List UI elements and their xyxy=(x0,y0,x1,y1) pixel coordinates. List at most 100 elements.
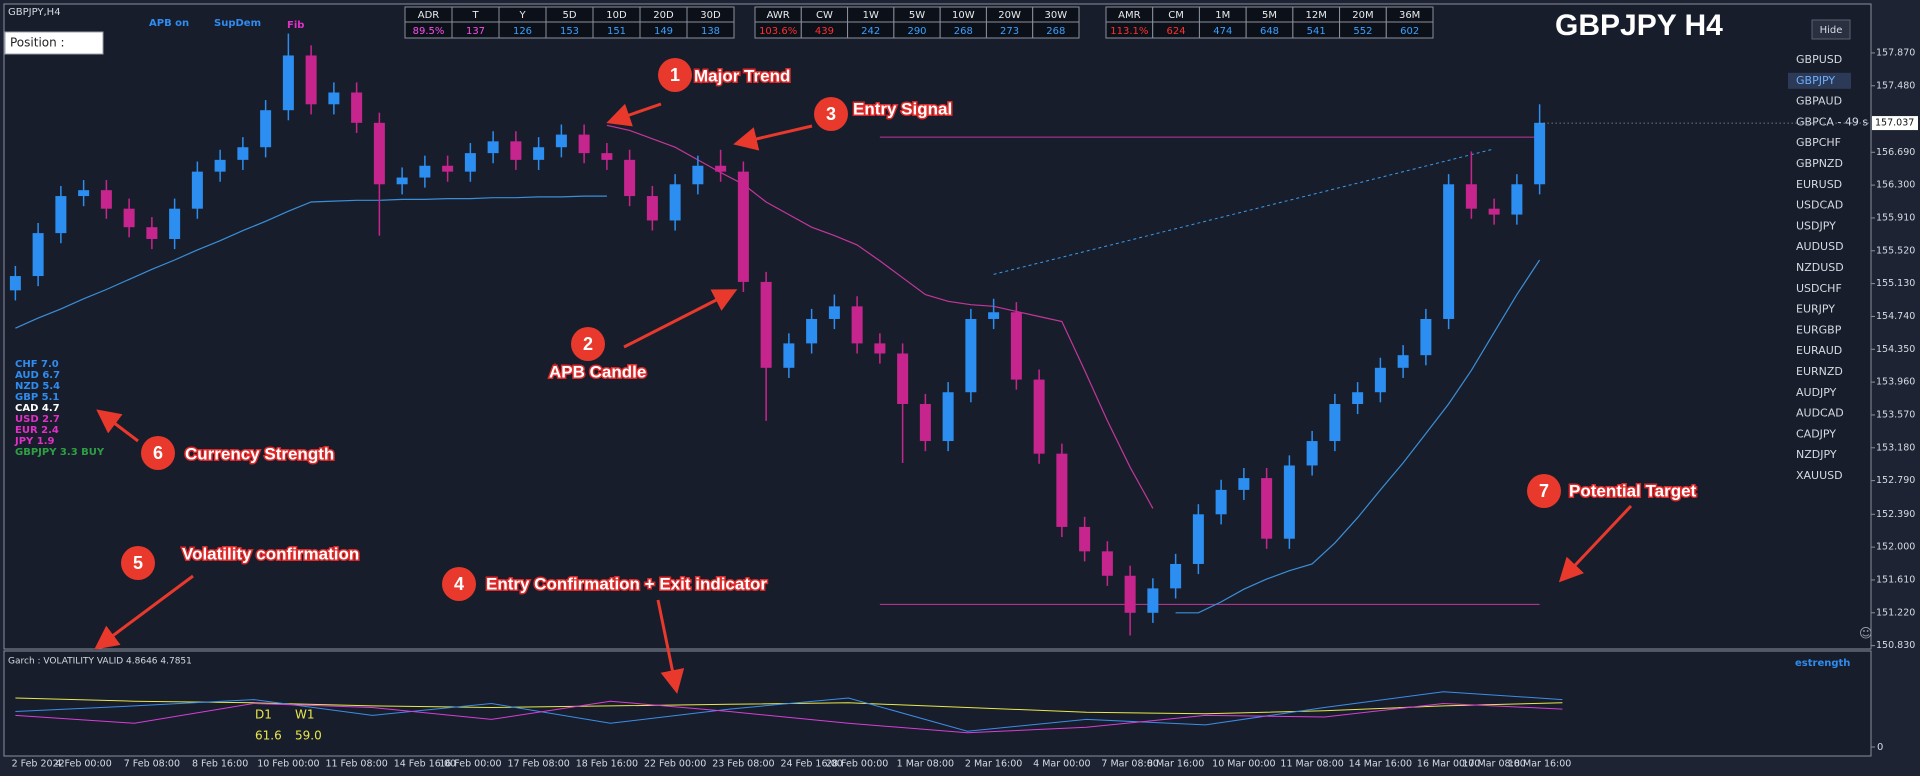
annotation-badge xyxy=(121,546,155,580)
annotation-text: Major Trend xyxy=(694,66,790,85)
x-tick-label: 11 Mar 08:00 xyxy=(1280,759,1343,770)
candle-body xyxy=(851,306,863,344)
symbol[interactable]: EURGBP xyxy=(1796,323,1842,336)
x-tick-label: 7 Mar 08:00 xyxy=(1101,759,1158,770)
table-value: 552 xyxy=(1353,26,1372,37)
table-header: CM xyxy=(1168,10,1184,21)
symbol[interactable]: NZDUSD xyxy=(1796,261,1844,274)
candle-body xyxy=(9,276,21,291)
candle-body xyxy=(1534,122,1546,185)
timeframe: D1 xyxy=(255,708,272,722)
symbol[interactable]: NZDJPY xyxy=(1796,448,1837,461)
candle-body xyxy=(942,392,954,442)
annotation-arrow xyxy=(606,102,662,127)
annotation-text: APB Candle xyxy=(549,362,646,381)
oscillator-label: Garch : VOLATILITY VALID 4.8646 4.7851 xyxy=(8,657,192,667)
position-label[interactable]: Position : xyxy=(10,36,65,50)
symbol[interactable]: USDCAD xyxy=(1796,199,1843,212)
symbol[interactable]: GBPAUD xyxy=(1796,95,1842,108)
annotation-arrow xyxy=(1558,504,1633,583)
timeframe: W1 xyxy=(295,708,315,722)
annotation-number: 4 xyxy=(454,574,464,594)
candle-body xyxy=(78,190,90,197)
candle-body xyxy=(55,196,67,234)
indicator-label[interactable]: SupDem xyxy=(214,18,261,29)
annotation-number: 7 xyxy=(1539,481,1549,501)
y-tick-label: 155.130 xyxy=(1876,278,1915,289)
annotation-arrow xyxy=(733,124,813,151)
table-value: 624 xyxy=(1167,26,1186,37)
symbol[interactable]: GBPJPY xyxy=(1796,74,1835,87)
hide-button[interactable] xyxy=(1811,19,1851,40)
table-value: 149 xyxy=(654,26,673,37)
annotation-arrow xyxy=(623,289,738,349)
x-tick-label: 7 Feb 08:00 xyxy=(124,759,180,770)
candle-body xyxy=(737,171,749,282)
candle-body xyxy=(715,165,727,172)
table-value: 126 xyxy=(513,26,532,37)
y-tick-label: 152.000 xyxy=(1876,542,1915,553)
candle-body xyxy=(1261,478,1273,539)
candle-body xyxy=(487,141,499,154)
indicator-label[interactable]: Fib xyxy=(287,20,304,31)
annotation-text: Currency Strength xyxy=(185,444,334,463)
symbol[interactable]: USDJPY xyxy=(1796,219,1836,232)
symbol[interactable]: GBPCA - 49 s xyxy=(1796,115,1868,128)
candle-body xyxy=(123,208,135,228)
table-header: 36M xyxy=(1399,10,1420,21)
x-tick-label: 23 Feb 08:00 xyxy=(712,759,774,770)
symbol[interactable]: AUDJPY xyxy=(1796,386,1837,399)
symbol[interactable]: GBPUSD xyxy=(1796,53,1842,66)
candle-body xyxy=(191,171,203,209)
table-value: 474 xyxy=(1213,26,1232,37)
candle-body xyxy=(1511,184,1523,215)
candle-body xyxy=(464,153,476,172)
indicator-label[interactable]: APB on xyxy=(149,18,189,29)
x-tick-label: 18 Mar 16:00 xyxy=(1508,759,1571,770)
table-header: 30D xyxy=(700,10,721,21)
table-header: 5M xyxy=(1262,10,1277,21)
y-tick-label: 155.520 xyxy=(1876,245,1915,256)
candle-body xyxy=(624,159,636,197)
x-tick-label: 10 Feb 00:00 xyxy=(257,759,319,770)
position-box[interactable] xyxy=(4,31,104,55)
candle-body xyxy=(1488,208,1500,215)
x-tick-label: 4 Feb 00:00 xyxy=(55,759,111,770)
candle-body xyxy=(260,110,272,148)
symbol[interactable]: GBPCHF xyxy=(1796,136,1841,149)
target-line xyxy=(993,148,1495,275)
y-tick-label: 153.570 xyxy=(1876,409,1915,420)
table-value: 138 xyxy=(701,26,720,37)
oscillator-line xyxy=(15,691,1563,732)
candle-body xyxy=(305,55,317,105)
table-header: 30W xyxy=(1045,10,1068,21)
table-value: 242 xyxy=(861,26,880,37)
symbol[interactable]: EURAUD xyxy=(1796,344,1842,357)
table-header: 20M xyxy=(1352,10,1373,21)
symbol[interactable]: AUDCAD xyxy=(1796,407,1844,420)
candle-body xyxy=(806,318,818,344)
symbol[interactable]: GBPNZD xyxy=(1796,157,1843,170)
symbol[interactable]: EURJPY xyxy=(1796,303,1835,316)
hide-button-label[interactable]: Hide xyxy=(1820,25,1843,36)
candle-body xyxy=(373,122,385,185)
x-tick-label: 22 Feb 00:00 xyxy=(644,759,706,770)
x-tick-label: 8 Mar 16:00 xyxy=(1147,759,1204,770)
candle-body xyxy=(897,353,909,405)
symbol[interactable]: EURUSD xyxy=(1796,178,1842,191)
candle-body xyxy=(442,165,454,172)
annotation-text: Potential Target xyxy=(1569,481,1697,500)
table-header: 10D xyxy=(606,10,627,21)
symbol[interactable]: USDCHF xyxy=(1796,282,1842,295)
symbol[interactable]: EURNZD xyxy=(1796,365,1843,378)
candle-body xyxy=(351,92,363,123)
table-value: 268 xyxy=(954,26,973,37)
symbol[interactable]: CADJPY xyxy=(1796,427,1836,440)
y-tick-label: 156.690 xyxy=(1876,147,1915,158)
symbol[interactable]: XAUUSD xyxy=(1796,469,1843,482)
table-header: 5D xyxy=(562,10,576,21)
symbol[interactable]: AUDUSD xyxy=(1796,240,1844,253)
candle-body xyxy=(1124,575,1136,613)
currency-strength: AUD 6.7 xyxy=(15,370,60,381)
y-tick-label: 150.830 xyxy=(1876,640,1915,651)
